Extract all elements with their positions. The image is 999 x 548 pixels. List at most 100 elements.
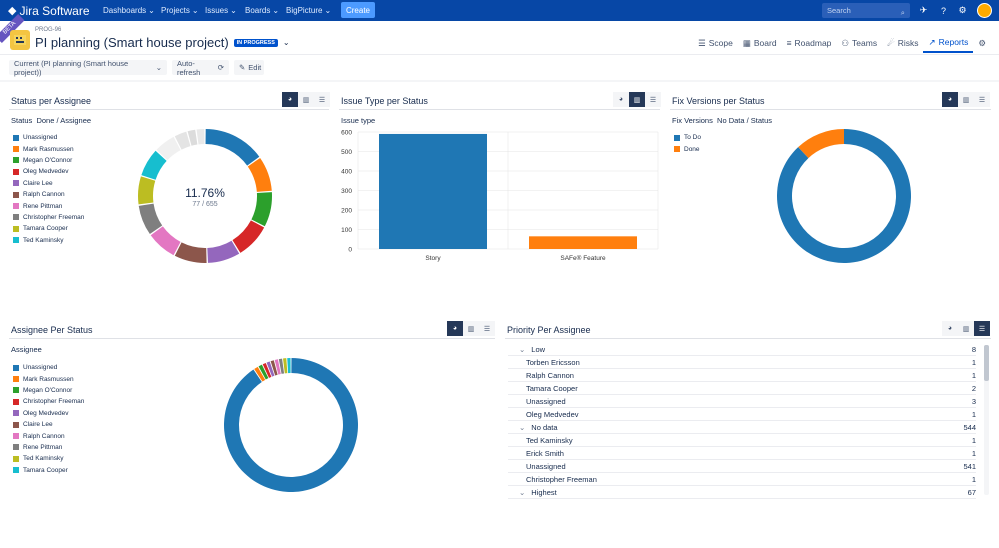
legend-item[interactable]: Done: [674, 143, 701, 154]
nav-projects[interactable]: Projects ⌄: [161, 4, 199, 17]
donut-slice-christopher-freeman[interactable]: [138, 203, 163, 235]
chevron-down-icon[interactable]: ⌄: [519, 487, 526, 497]
legend-item[interactable]: Christopher Freeman: [13, 396, 84, 407]
pie-chart-icon[interactable]: ◕: [447, 321, 463, 336]
tab-roadmap[interactable]: ≡ Roadmap: [782, 33, 837, 53]
legend-item[interactable]: Unassigned: [13, 132, 84, 143]
tab-reports[interactable]: ↗ Reports: [923, 33, 974, 53]
tab-scope[interactable]: ☰ Scope: [693, 33, 738, 53]
donut-slice-other[interactable]: [156, 136, 181, 161]
priority-assignee-row[interactable]: Unassigned 3: [508, 395, 976, 408]
legend-item[interactable]: Mark Rasmussen: [13, 373, 84, 384]
donut-slice-rene-pittman[interactable]: [150, 226, 181, 256]
legend-item[interactable]: Ted Kaminsky: [13, 235, 84, 246]
donut-slice-tamara-cooper[interactable]: [287, 358, 291, 374]
legend-item[interactable]: Ralph Cannon: [13, 430, 84, 441]
board-settings-gear-icon[interactable]: ⚙: [978, 37, 986, 48]
legend-item[interactable]: Tamara Cooper: [13, 223, 84, 234]
priority-assignee-row[interactable]: Ted Kaminsky 1: [508, 434, 976, 447]
list-icon[interactable]: ☰: [974, 321, 990, 336]
list-icon[interactable]: ☰: [479, 321, 495, 336]
scrollbar-thumb[interactable]: [984, 345, 989, 381]
bar-chart-icon[interactable]: ▥: [463, 321, 479, 336]
donut-slice-megan-o-connor[interactable]: [251, 192, 272, 227]
current-filter-dropdown[interactable]: Current (PI planning (Smart house projec…: [9, 59, 167, 77]
priority-assignee-row[interactable]: Christopher Freeman 1: [508, 473, 976, 486]
help-icon[interactable]: ?: [940, 5, 946, 16]
priority-assignee-row[interactable]: Tamara Cooper 2: [508, 382, 976, 395]
pie-chart-icon[interactable]: ◕: [613, 92, 629, 107]
bar-story[interactable]: [379, 133, 487, 249]
donut-slice-unassigned[interactable]: [205, 129, 260, 166]
legend-item[interactable]: Megan O'Connor: [13, 385, 84, 396]
list-icon[interactable]: ☰: [645, 92, 661, 107]
priority-group-row[interactable]: ⌄ Highest 67: [508, 486, 976, 499]
priority-assignee-row[interactable]: Ralph Cannon 1: [508, 369, 976, 382]
tab-risks[interactable]: ☄ Risks: [882, 33, 923, 53]
project-key[interactable]: PROG-96: [35, 27, 62, 33]
legend-item[interactable]: Oleg Medvedev: [13, 166, 84, 177]
nav-bigpicture[interactable]: BigPicture ⌄: [286, 4, 331, 17]
bar-chart-icon[interactable]: ▥: [958, 321, 974, 336]
nav-issues[interactable]: Issues ⌄: [205, 4, 237, 17]
chevron-down-icon[interactable]: ⌄: [519, 344, 526, 354]
jira-logo[interactable]: ◆ Jira Software: [8, 3, 90, 18]
bar-safe-feature[interactable]: [529, 236, 637, 249]
legend-item[interactable]: Ted Kaminsky: [13, 453, 84, 464]
priority-assignee-row[interactable]: Unassigned 541: [508, 460, 976, 473]
bar-chart-icon[interactable]: ▥: [958, 92, 974, 107]
legend-item[interactable]: Megan O'Connor: [13, 155, 84, 166]
donut-slice-other[interactable]: [196, 129, 205, 145]
donut-slice-ralph-cannon[interactable]: [274, 359, 281, 375]
priority-group-row[interactable]: ⌄ Low 8: [508, 343, 976, 356]
create-button[interactable]: Create: [341, 2, 375, 18]
donut-slice-christopher-freeman[interactable]: [262, 362, 272, 378]
donut-slice-oleg-medvedev[interactable]: [266, 361, 275, 377]
donut-slice-tamara-cooper[interactable]: [138, 176, 156, 205]
list-icon[interactable]: ☰: [314, 92, 330, 107]
legend-item[interactable]: Oleg Medvedev: [13, 408, 84, 419]
priority-assignee-row[interactable]: Torben Ericsson 1: [508, 356, 976, 369]
donut-slice-claire-lee[interactable]: [270, 360, 278, 376]
legend-item[interactable]: Claire Lee: [13, 178, 84, 189]
donut-slice-other[interactable]: [187, 129, 198, 146]
priority-group-row[interactable]: ⌄ No data 544: [508, 421, 976, 434]
donut-slice-unassigned[interactable]: [224, 358, 358, 492]
donut-slice-to-do[interactable]: [777, 129, 911, 263]
legend-item[interactable]: Rene Pittman: [13, 442, 84, 453]
tab-teams[interactable]: ⚇ Teams: [836, 33, 882, 53]
chevron-down-icon[interactable]: ⌄: [282, 38, 290, 47]
legend-item[interactable]: Christopher Freeman: [13, 212, 84, 223]
list-icon[interactable]: ☰: [974, 92, 990, 107]
pie-chart-icon[interactable]: ◕: [942, 321, 958, 336]
bar-chart-icon[interactable]: ▥: [629, 92, 645, 107]
bar-chart-icon[interactable]: ▥: [298, 92, 314, 107]
status-lozenge[interactable]: IN PROGRESS: [233, 38, 278, 47]
settings-gear-icon[interactable]: ⚙: [958, 5, 967, 15]
donut-slice-done[interactable]: [798, 129, 844, 159]
donut-slice-ralph-cannon[interactable]: [174, 242, 207, 263]
donut-slice-oleg-medvedev[interactable]: [232, 220, 265, 253]
legend-item[interactable]: Tamara Cooper: [13, 465, 84, 476]
legend-item[interactable]: To Do: [674, 132, 701, 143]
nav-boards[interactable]: Boards ⌄: [245, 4, 279, 17]
legend-item[interactable]: Mark Rasmussen: [13, 143, 84, 154]
priority-assignee-row[interactable]: Oleg Medvedev 1: [508, 408, 976, 421]
legend-item[interactable]: Unassigned: [13, 362, 84, 373]
priority-assignee-row[interactable]: Erick Smith 1: [508, 447, 976, 460]
pie-chart-icon[interactable]: ◕: [942, 92, 958, 107]
donut-slice-ted-kaminsky[interactable]: [141, 150, 167, 180]
edit-button[interactable]: ✎ Edit: [234, 60, 264, 75]
donut-slice-other[interactable]: [174, 131, 191, 150]
legend-item[interactable]: Rene Pittman: [13, 200, 84, 211]
donut-slice-ted-kaminsky[interactable]: [283, 358, 288, 374]
legend-item[interactable]: Ralph Cannon: [13, 189, 84, 200]
donut-slice-claire-lee[interactable]: [207, 240, 240, 263]
priority-scrollbar[interactable]: [984, 345, 989, 495]
nav-dashboards[interactable]: Dashboards ⌄: [103, 4, 155, 17]
donut-slice-mark-rasmussen[interactable]: [247, 157, 272, 192]
legend-item[interactable]: Claire Lee: [13, 419, 84, 430]
notifications-icon[interactable]: ✈: [919, 5, 928, 15]
donut-slice-rene-pittman[interactable]: [278, 358, 285, 374]
donut-slice-megan-o-connor[interactable]: [258, 364, 269, 380]
